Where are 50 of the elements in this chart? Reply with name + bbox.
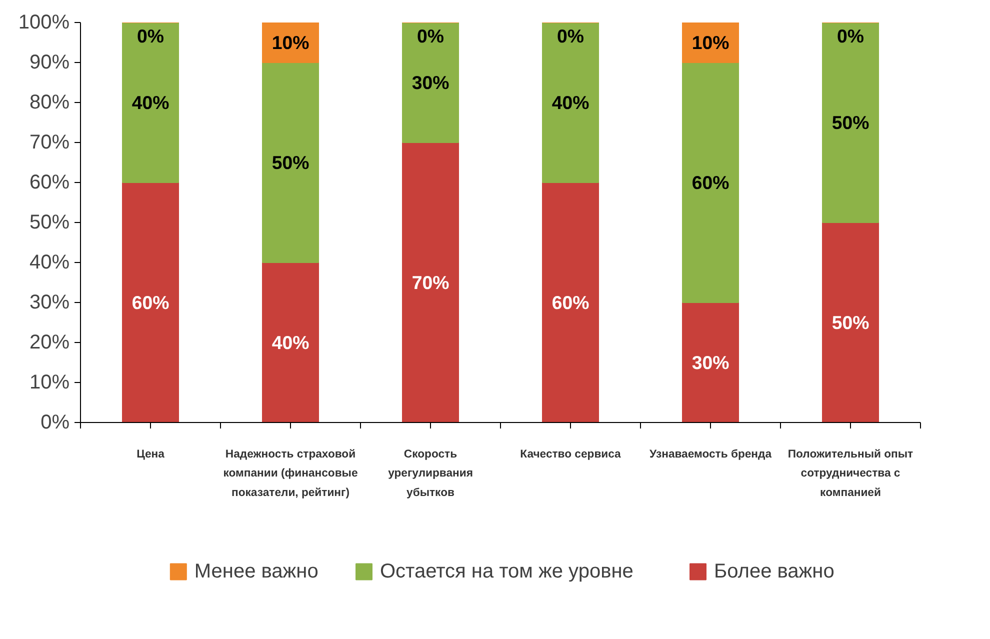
bar xyxy=(542,182,599,422)
y-tick-label: 20% xyxy=(29,332,70,354)
data-label: 0% xyxy=(137,26,164,47)
y-tick-label: 90% xyxy=(29,52,70,74)
bar xyxy=(542,22,599,183)
y-tick-label: 10% xyxy=(29,372,70,394)
data-label: 0% xyxy=(557,26,584,47)
bar xyxy=(262,262,319,422)
x-tick-label: Скорость урегулирвания убытков xyxy=(388,448,473,499)
x-tick-label: Положительный опыт сотрудничества с компанией xyxy=(788,448,914,499)
bar xyxy=(682,62,739,303)
y-tick-label: 60% xyxy=(29,172,70,194)
data-label: 10% xyxy=(272,32,310,53)
x-tick-label: Качество сервиса xyxy=(520,448,622,460)
bar xyxy=(262,62,319,263)
y-tick-label: 70% xyxy=(29,132,70,154)
y-tick-label: 80% xyxy=(29,92,70,114)
bar xyxy=(122,22,179,183)
data-label: 50% xyxy=(832,112,870,133)
legend-label: Остается на том же уровне xyxy=(380,560,634,583)
data-label: 40% xyxy=(552,92,590,113)
bar xyxy=(682,302,739,422)
y-tick-label: 40% xyxy=(29,252,70,274)
bar xyxy=(122,182,179,422)
data-label: 60% xyxy=(132,292,170,313)
x-tick-label: Узнаваемость бренда xyxy=(649,448,772,460)
data-label: 10% xyxy=(692,32,730,53)
data-label: 50% xyxy=(832,312,870,333)
data-label: 40% xyxy=(132,92,170,113)
y-tick-label: 0% xyxy=(40,412,70,434)
bar xyxy=(822,222,879,422)
data-label: 50% xyxy=(272,152,310,173)
bar xyxy=(402,142,459,422)
y-tick-label: 30% xyxy=(29,292,70,314)
data-label: 30% xyxy=(412,72,450,93)
bar xyxy=(402,22,459,143)
y-tick-label: 100% xyxy=(18,12,70,34)
data-label: 60% xyxy=(692,172,730,193)
data-label: 60% xyxy=(552,292,590,313)
x-tick-label: Надежность страховой компании (финансовые показатели, рейтинг) xyxy=(223,448,358,499)
data-label: 40% xyxy=(272,332,310,353)
legend-label: Менее важно xyxy=(194,560,318,583)
bar xyxy=(822,22,879,223)
y-tick-label: 50% xyxy=(29,212,70,234)
data-label: 0% xyxy=(837,26,864,47)
data-label: 30% xyxy=(692,352,730,373)
data-label: 70% xyxy=(412,272,450,293)
legend-label: Более важно xyxy=(714,560,834,583)
x-tick-label: Цена xyxy=(136,448,166,460)
data-label: 0% xyxy=(417,26,444,47)
